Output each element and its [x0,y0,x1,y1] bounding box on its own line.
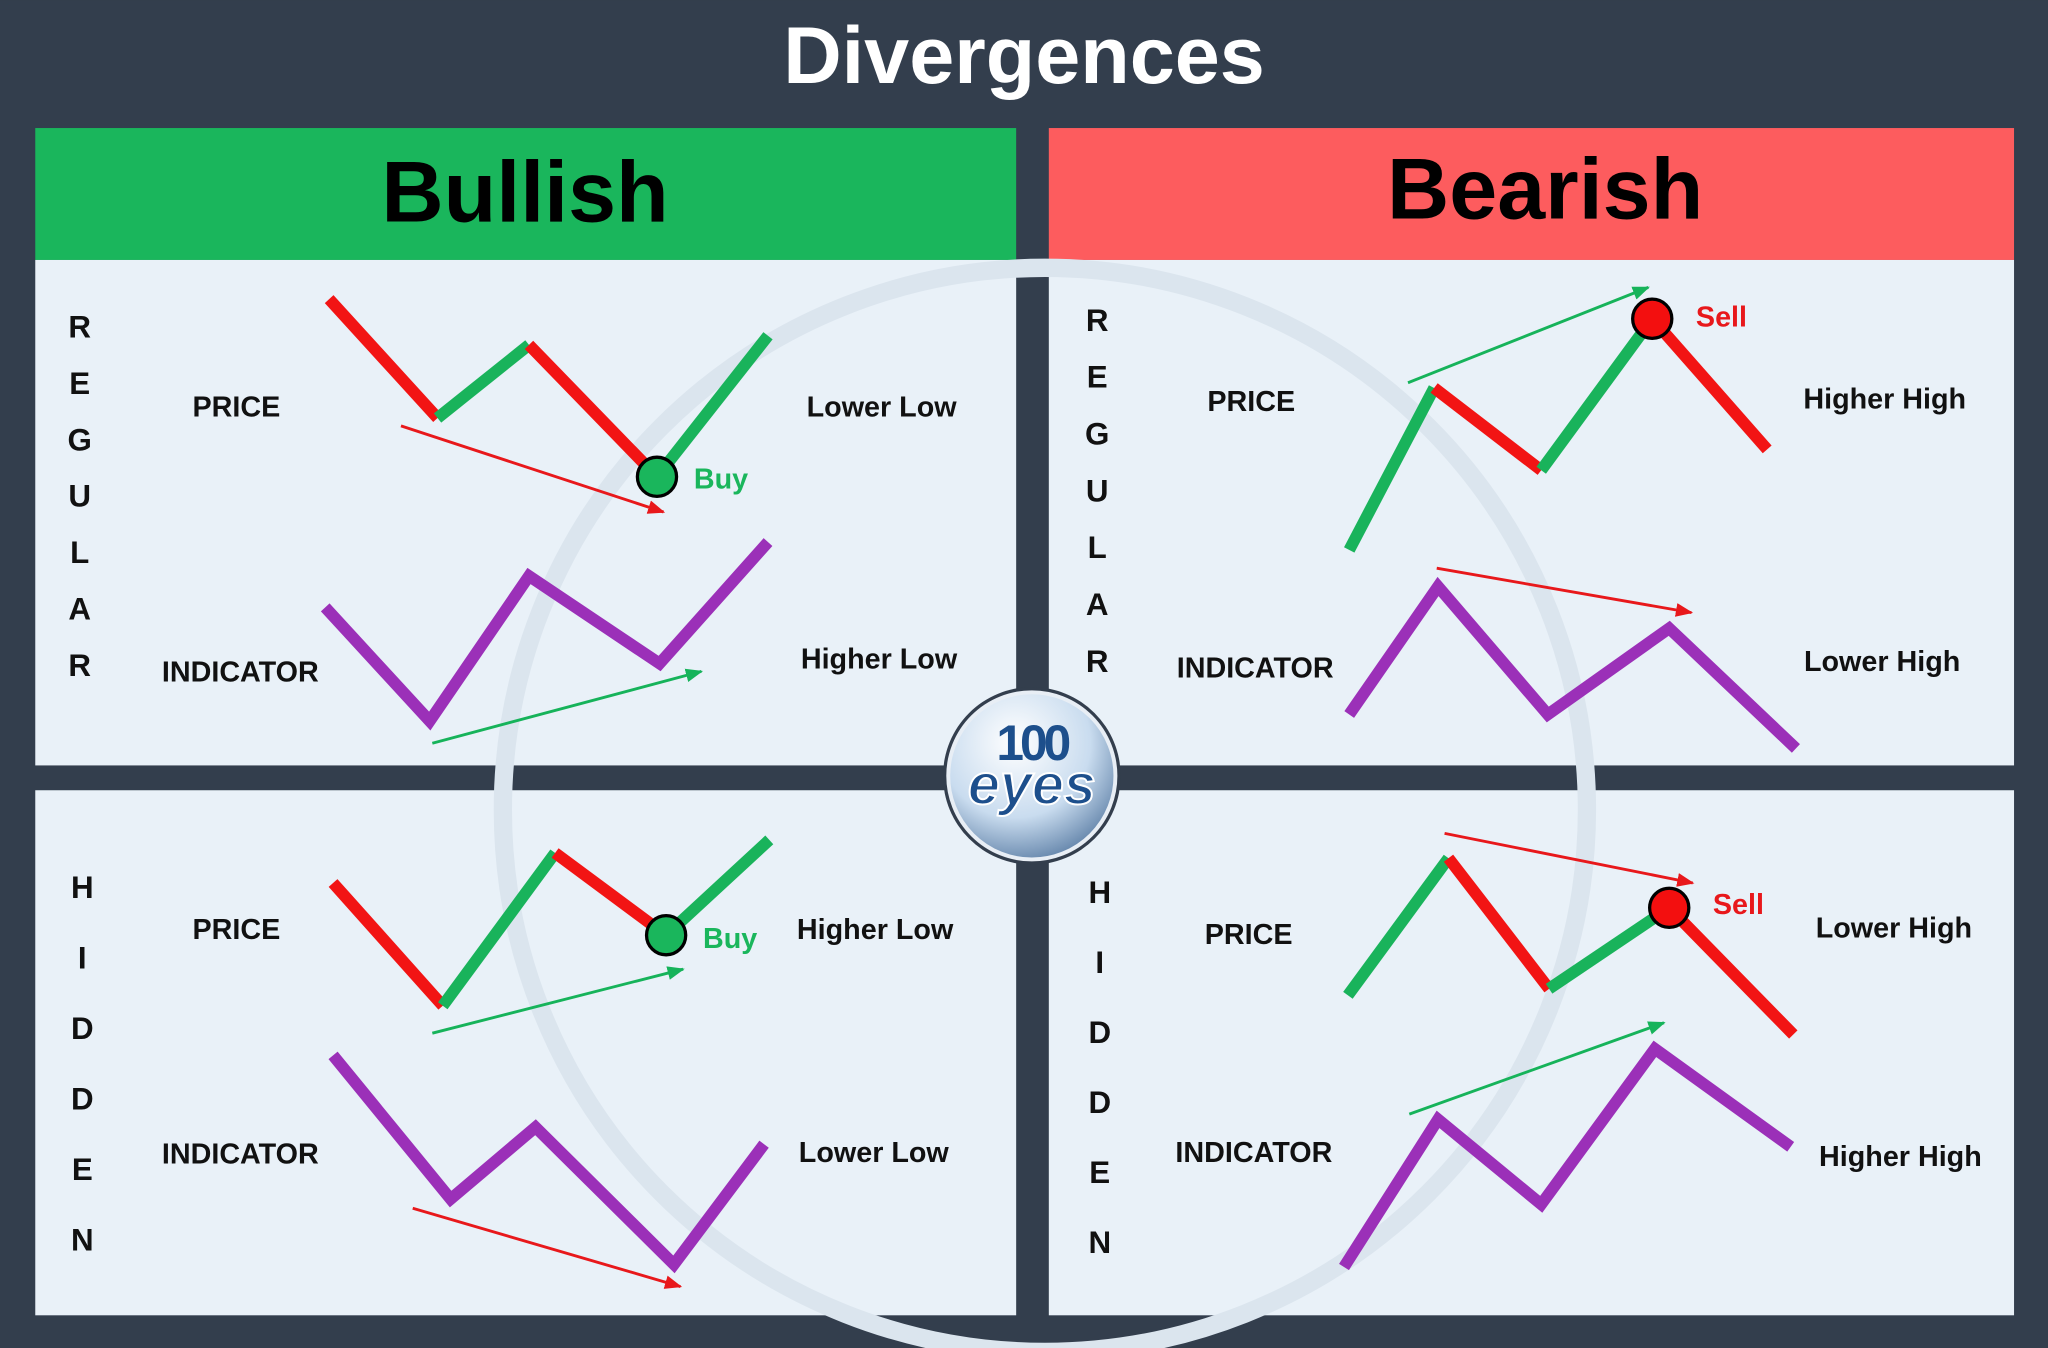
watermark [493,258,1596,1348]
row-letter: G [1085,417,1109,452]
price-segment [1443,854,1554,993]
row-letter: E [72,1152,93,1187]
row-letter: R [1086,303,1109,338]
trend-arrow [1407,286,1650,385]
row-letter: N [71,1222,94,1257]
row-letter: R [68,648,91,683]
row-letter: H [1088,875,1111,910]
row-letter: U [1086,473,1109,508]
row-letter: H [71,870,94,905]
row-letter: R [68,309,91,344]
price-segment [662,835,774,940]
row-letter: U [68,479,91,514]
price-note: Lower Low [807,391,958,423]
signal-dot [1631,297,1674,340]
indicator-line [1344,576,1800,753]
trend-arrow [1408,1021,1666,1116]
panel [1048,259,2015,766]
trend-arrow [1436,566,1694,617]
signal-dot [635,455,679,498]
price-note: Lower High [1816,913,1972,945]
price-segment [1665,903,1798,1039]
row-letter: G [67,422,91,457]
price-label: PRICE [1207,386,1295,418]
row-letter: D [71,1081,94,1116]
indicator-line [328,1051,769,1274]
signal-label: Sell [1713,889,1764,921]
indicator-note: Higher High [1819,1141,1982,1173]
price-label: PRICE [1205,919,1293,951]
trend-arrow [431,966,685,1035]
price-segment [438,849,560,1010]
header-bar [1048,128,2015,260]
row-letter: I [1095,945,1104,980]
trend-arrow [431,668,704,745]
indicator-label: INDICATOR [1175,1137,1332,1169]
logo-badge [946,690,1118,862]
row-letter: R [1086,644,1109,679]
indicator-line [320,538,773,731]
logo: 100 eyes [943,687,1121,865]
price-segment [1647,314,1772,454]
row-letter: D [1088,1015,1111,1050]
column-header: Bullish [381,144,668,240]
row-letter: D [1088,1085,1111,1120]
trend-arrow [1444,831,1695,887]
signal-dot [1648,886,1691,930]
price-label: PRICE [193,914,281,946]
price-segment [1430,383,1545,475]
column-header: Bearish [1387,142,1703,238]
price-segment [551,848,670,940]
indicator-label: INDICATOR [1177,653,1334,685]
price-segment [1545,902,1673,994]
price-note: Higher Low [797,914,954,946]
indicator-note: Lower High [1804,646,1960,678]
row-letter: E [69,366,90,401]
row-letter: N [1088,1225,1111,1260]
logo-number: 100 [996,715,1069,771]
indicator-note: Higher Low [801,644,958,676]
logo-word: eyes [968,753,1096,817]
bullish-hidden [328,835,774,1289]
trend-arrow [412,1206,683,1289]
panel [35,790,1017,1316]
indicator-label: INDICATOR [162,657,319,689]
trend-arrow [400,424,666,514]
signal-label: Sell [1696,301,1747,333]
price-segment [433,340,533,423]
row-letter: D [71,1011,94,1046]
row-letter: A [68,592,91,627]
row-letter: I [78,940,87,975]
bearish-regular [1344,286,1800,753]
bullish-regular [320,295,773,745]
signal-label: Buy [703,923,757,955]
row-letter: L [1088,530,1107,565]
bearish-hidden [1339,831,1798,1271]
row-letter: E [1089,1155,1110,1190]
signal-dot [644,914,688,957]
row-letter: E [1087,360,1108,395]
price-segment [1344,385,1440,553]
signal-label: Buy [694,463,748,495]
price-label: PRICE [193,391,281,423]
header-bar [35,128,1017,260]
indicator-line [1339,1040,1795,1271]
indicator-label: INDICATOR [162,1139,319,1171]
row-letter: A [1086,587,1109,622]
price-segment [524,340,662,481]
indicator-note: Lower Low [799,1137,950,1169]
title: Divergences [783,11,1265,101]
row-letter: L [70,535,89,570]
price-segment [1536,315,1657,474]
price-note: Higher High [1803,384,1966,416]
price-segment [324,295,442,422]
price-segment [652,332,773,481]
price-segment [328,879,448,1010]
price-segment [1343,854,1454,999]
